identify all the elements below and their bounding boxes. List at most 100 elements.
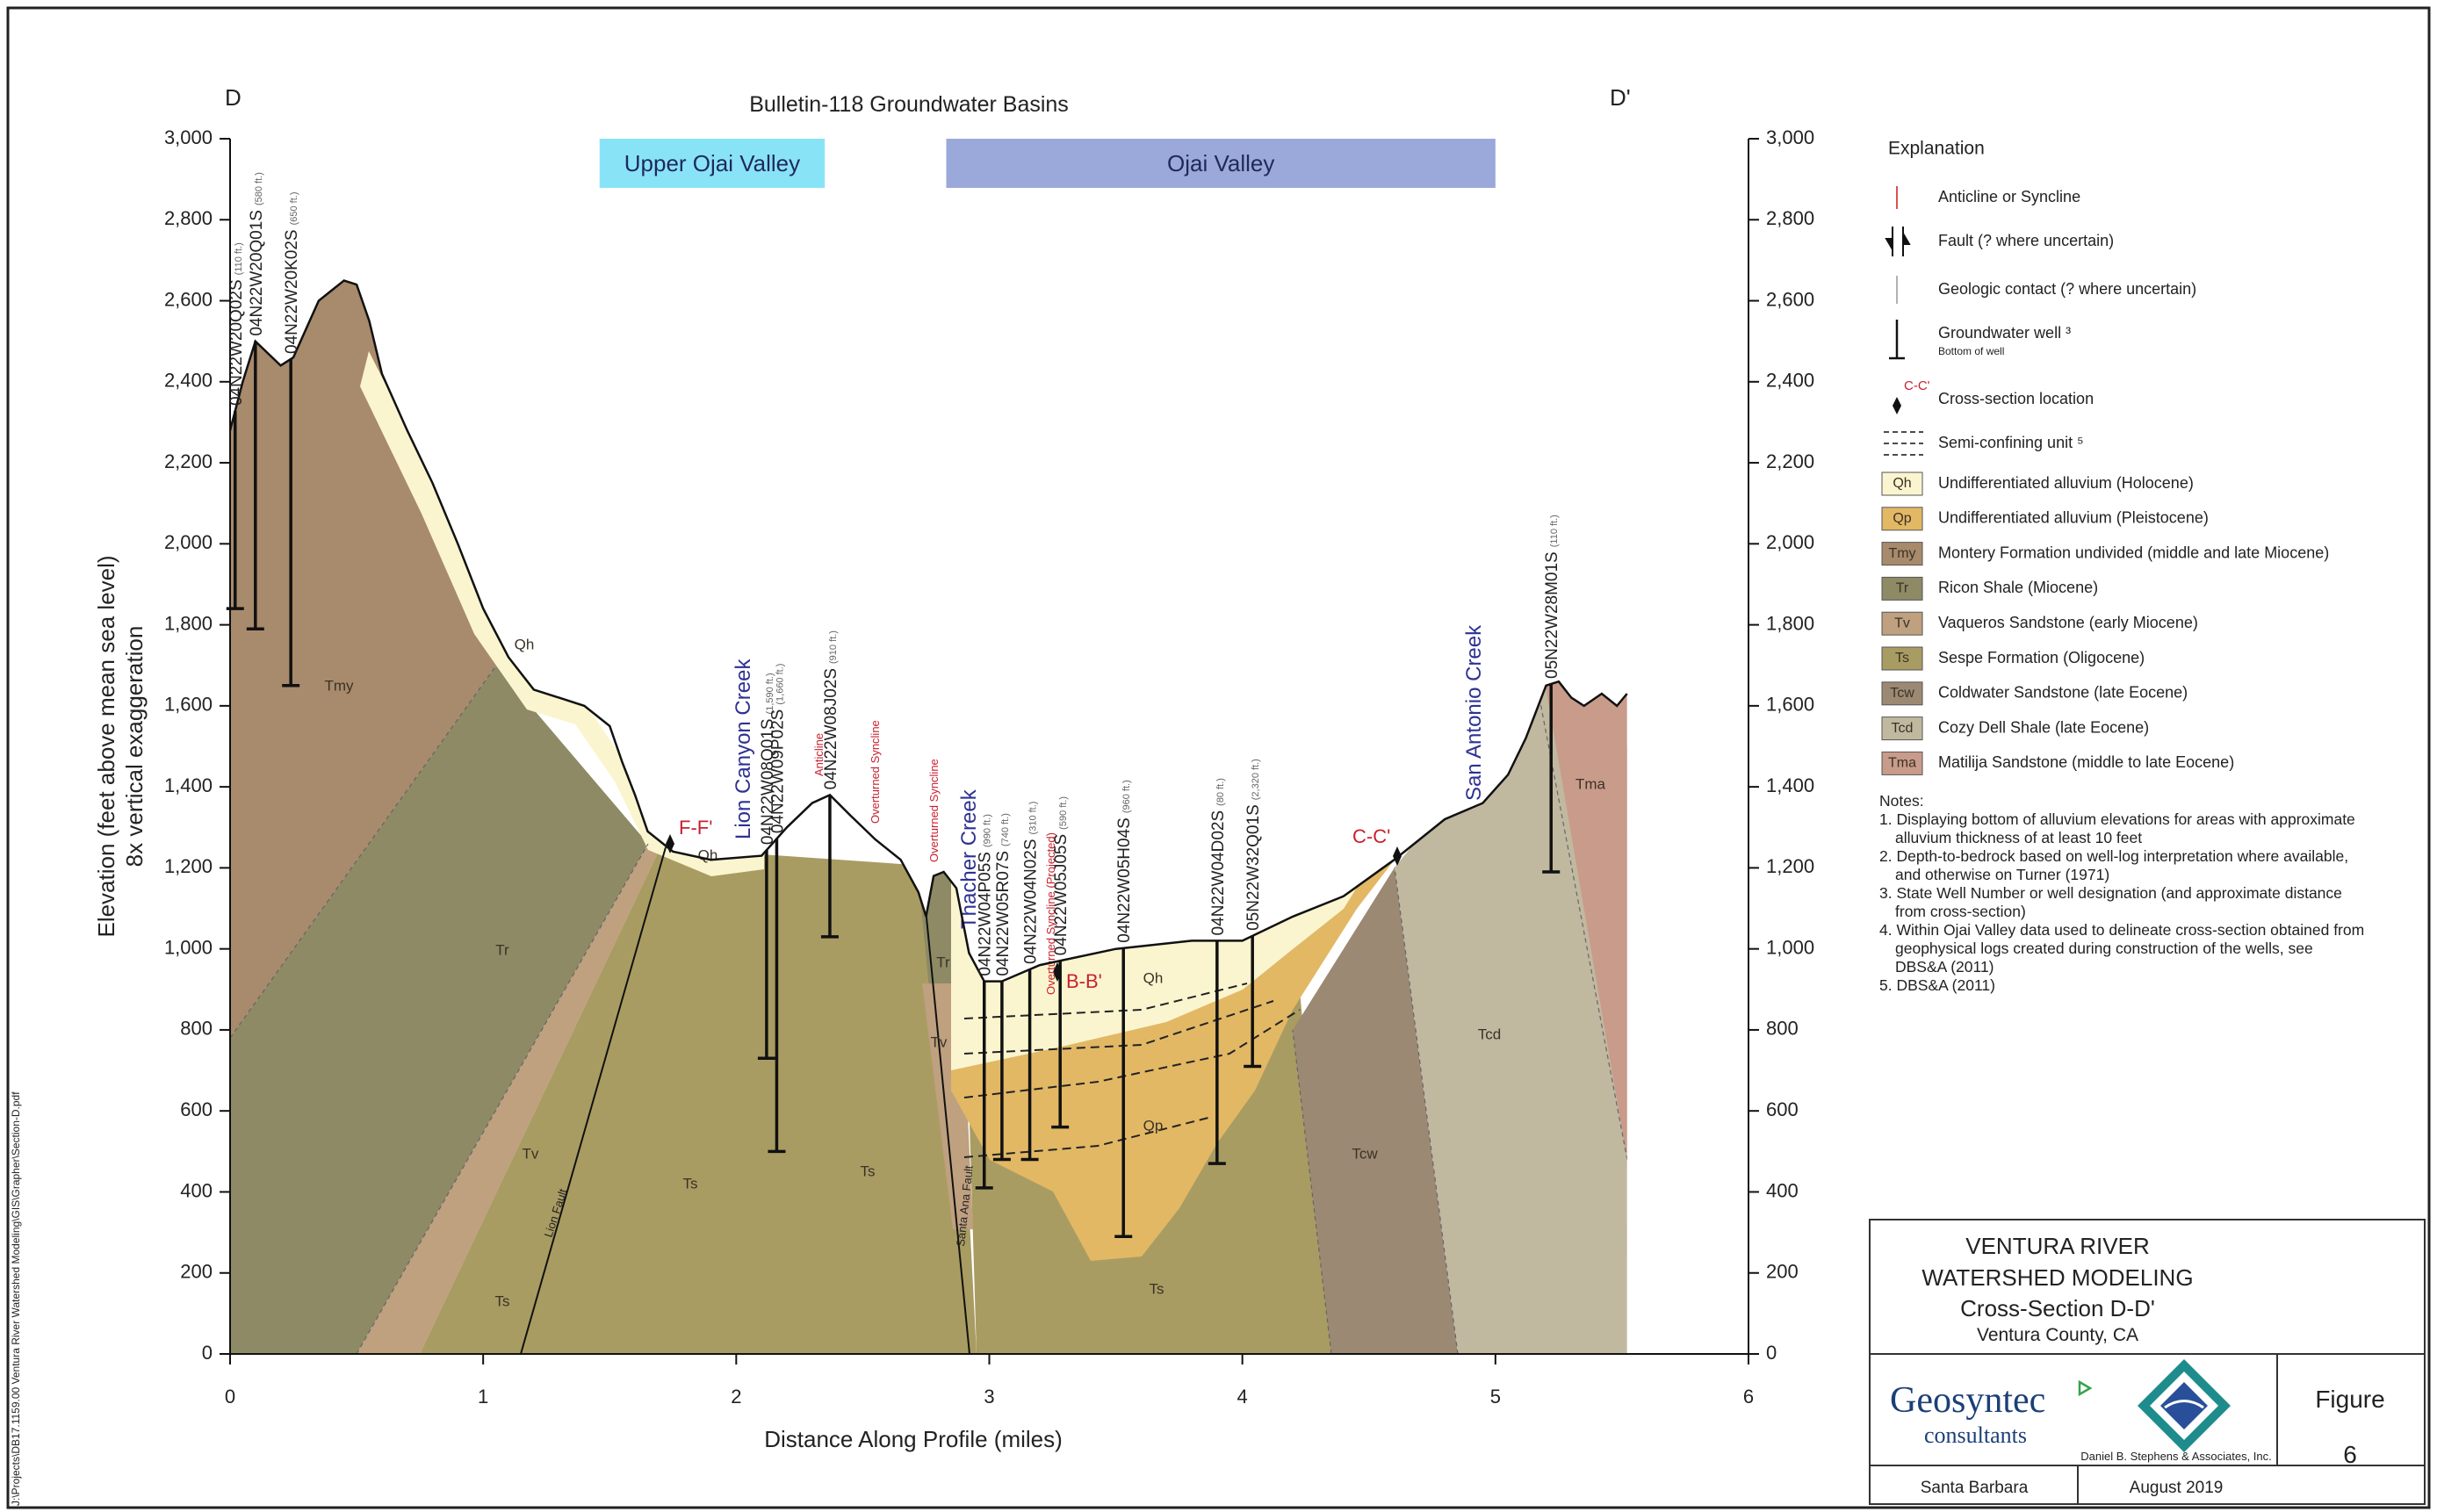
y-tick-label: 2,800 xyxy=(164,207,213,229)
note-line: from cross-section) xyxy=(1895,903,2026,920)
well-name: 05N22W28M01S xyxy=(1543,551,1561,679)
structure-label: Overturned Syncline xyxy=(869,720,882,824)
basin-header: Bulletin-118 Groundwater Basins xyxy=(749,92,1069,117)
legend-code: Tmy xyxy=(1888,546,1915,561)
title-line: Cross-Section D-D' xyxy=(1960,1295,2155,1321)
creek-label: Lion Canyon Creek xyxy=(732,659,755,839)
note-line: 5. DBS&A (2011) xyxy=(1879,976,1995,994)
well-name: 04N22W05R07S xyxy=(994,851,1013,976)
x-tick-label: 2 xyxy=(731,1386,741,1408)
note-line: 2. Depth-to-bedrock based on well-log in… xyxy=(1879,847,2348,865)
well-label: 04N22W05J05S (590 ft.) xyxy=(1052,796,1071,955)
legend-title: Explanation xyxy=(1888,139,1985,159)
geology xyxy=(230,139,1669,1354)
legend-label: Cross-section location xyxy=(1938,390,2094,407)
unit-label: Ts xyxy=(861,1163,876,1179)
legend-label: Fault (? where uncertain) xyxy=(1938,232,2114,249)
y-tick-label-right: 2,000 xyxy=(1766,531,1814,553)
y-tick-label-right: 2,200 xyxy=(1766,450,1814,472)
legend-sublabel: Bottom of well xyxy=(1938,345,2004,357)
x-tick-label: 5 xyxy=(1490,1386,1501,1408)
figure-label: Figure xyxy=(2315,1386,2384,1413)
date: August 2019 xyxy=(2130,1479,2224,1497)
basin-label: Ojai Valley xyxy=(1167,150,1274,176)
y-tick-label: 1,000 xyxy=(164,936,213,958)
well-distance: (110 ft.) xyxy=(234,242,244,275)
legend-label: Vaqueros Sandstone (early Miocene) xyxy=(1938,614,2198,631)
legend-code: Ts xyxy=(1895,651,1909,666)
well-name: 04N22W05J05S xyxy=(1052,834,1071,955)
unit-label: Tr xyxy=(495,941,509,958)
well-name: 04N22W04P05S xyxy=(977,852,995,976)
legend-code: Tcw xyxy=(1890,686,1914,701)
partner-logo xyxy=(2138,1359,2231,1452)
unit-label: Tcd xyxy=(1478,1026,1501,1042)
well-distance: (110 ft.) xyxy=(1549,515,1560,547)
page: {"chart_data": { "type": "cross-section"… xyxy=(0,0,2437,1512)
structure-label: Overturned Syncline xyxy=(927,759,941,862)
well-distance: (580 ft.) xyxy=(254,172,264,205)
well-label: 04N22W08J02S(910 ft.) xyxy=(822,630,840,789)
well-distance: (960 ft.) xyxy=(1121,780,1132,813)
legend-code: Tma xyxy=(1888,756,1916,771)
y-axis-label: Elevation (feet above mean sea level) xyxy=(93,555,119,937)
unit-label: Tv xyxy=(931,1033,948,1050)
cross-section-label: C-C' xyxy=(1352,825,1390,847)
well-name: 04N22W20K02S xyxy=(283,229,301,354)
note-line: geophysical logs created during construc… xyxy=(1895,940,2313,957)
y-tick-label-right: 0 xyxy=(1766,1342,1777,1364)
well-name: 04N22W09P02S xyxy=(768,709,787,834)
legend-code: Qh xyxy=(1893,476,1911,491)
legend-label: Geologic contact (? where uncertain) xyxy=(1938,280,2196,298)
note-line: DBS&A (2011) xyxy=(1895,958,1994,976)
y-tick-label: 2,000 xyxy=(164,531,213,553)
creek-label: San Antonio Creek xyxy=(1462,624,1486,801)
legend-label: Semi-confining unit ⁵ xyxy=(1938,434,2084,451)
legend-label: Matilija Sandstone (middle to late Eocen… xyxy=(1938,753,2234,771)
cross-section-label: B-B' xyxy=(1066,970,1102,992)
section-start: D xyxy=(225,84,242,111)
y-tick-label: 1,600 xyxy=(164,694,213,716)
unit-label: Tcw xyxy=(1352,1145,1378,1162)
x-tick-label: 1 xyxy=(478,1386,488,1408)
legend-symbol xyxy=(1886,227,1909,256)
legend-code: Tcd xyxy=(1892,721,1914,736)
y-tick-label-right: 2,400 xyxy=(1766,370,1814,392)
y-tick-label: 800 xyxy=(180,1018,213,1040)
y-tick-label: 600 xyxy=(180,1098,213,1120)
well-label: 04N22W05R07S (740 ft.) xyxy=(994,813,1013,976)
note-line: 4. Within Ojai Valley data used to delin… xyxy=(1879,921,2364,939)
unit-label: Qh xyxy=(1143,969,1164,986)
unit-label: Tr xyxy=(936,954,950,970)
title-line: WATERSHED MODELING xyxy=(1921,1264,2193,1291)
x-tick-label: 4 xyxy=(1237,1386,1248,1408)
well-distance: (740 ft.) xyxy=(1000,813,1011,846)
y-tick-label-right: 800 xyxy=(1766,1018,1799,1040)
y-tick-label: 400 xyxy=(180,1179,213,1201)
legend-code: Tr xyxy=(1896,581,1909,596)
y-tick-label-right: 1,800 xyxy=(1766,612,1814,634)
x-tick-label: 0 xyxy=(225,1386,235,1408)
y-tick-label: 2,600 xyxy=(164,288,213,310)
well-distance: (2,320 ft.) xyxy=(1251,759,1261,800)
legend-label: Ricon Shale (Miocene) xyxy=(1938,579,2098,596)
fault-arrow xyxy=(1903,234,1909,244)
legend-code: Tv xyxy=(1894,616,1910,630)
legend-code: Qp xyxy=(1893,511,1911,526)
x-tick-label: 3 xyxy=(984,1386,994,1408)
unit-label: Qh xyxy=(698,846,718,863)
unit-label: Ts xyxy=(1150,1280,1164,1297)
legend-label: Undifferentiated alluvium (Pleistocene) xyxy=(1938,509,2209,527)
y-tick-label: 2,200 xyxy=(164,450,213,472)
unit-label: Ts xyxy=(495,1292,510,1309)
y-tick-label-right: 600 xyxy=(1766,1098,1799,1120)
well-name: 04N22W05H04S xyxy=(1115,817,1134,943)
well-label: 04N22W20K02S(650 ft.) xyxy=(283,192,301,354)
legend-label: Groundwater well ³ xyxy=(1938,324,2071,342)
figure-number: 6 xyxy=(2343,1441,2357,1468)
y-tick-label: 1,800 xyxy=(164,612,213,634)
well-name: 05N22W32Q01S xyxy=(1244,804,1263,931)
well-distance: (590 ft.) xyxy=(1058,796,1069,830)
title-block: VENTURA RIVER WATERSHED MODELING Cross-S… xyxy=(1870,1220,2425,1504)
well-distance: (1,590 ft.) xyxy=(765,673,775,714)
